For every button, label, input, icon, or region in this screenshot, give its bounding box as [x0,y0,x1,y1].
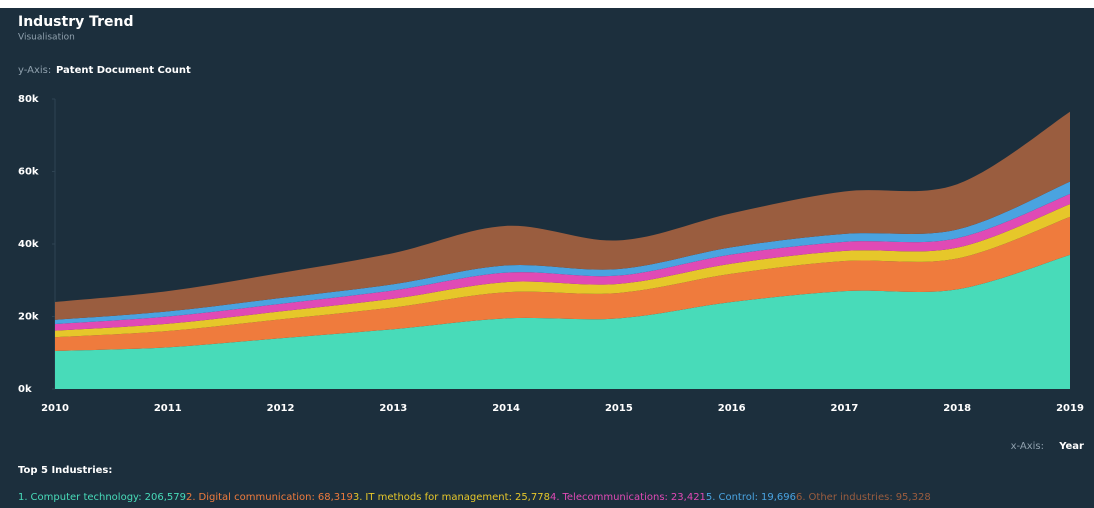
legend-rank: 6. [796,492,806,503]
legend-separator: : [509,492,512,503]
legend-total: 25,778 [515,492,550,503]
legend-name: Telecommunications [562,492,665,503]
x-tick-label: 2013 [379,403,407,414]
legend-name: Computer technology [31,492,140,503]
y-tick-label: 0k [18,384,32,395]
area [55,254,1070,389]
x-tick-label: 2017 [831,403,859,414]
x-tick-label: 2016 [718,403,746,414]
y-tick-label: 60k [18,167,39,178]
legend-name: Digital communication [199,492,312,503]
legend-total: 95,328 [896,492,931,503]
x-tick-label: 2014 [492,403,520,414]
legend-separator: : [755,492,758,503]
y-tick-label: 80k [18,94,39,105]
legend-rank: 3. [353,492,363,503]
chart-title: Industry Trend [18,14,134,30]
legend-separator: : [665,492,668,503]
x-tick-label: 2010 [41,403,69,414]
x-tick-label: 2018 [943,403,971,414]
legend-separator: : [889,492,892,503]
legend: 1. Computer technology: 206,5792. Digital c… [18,492,931,503]
x-tick-label: 2019 [1056,403,1084,414]
legend-separator: : [311,492,314,503]
x-tick-label: 2011 [154,403,182,414]
legend-name: Control [718,492,754,503]
x-tick-label: 2015 [605,403,633,414]
legend-total: 23,421 [671,492,706,503]
legend-rank: 2. [186,492,196,503]
x-axis-prefix: x-Axis: [1011,441,1044,452]
y-axis-label: Patent Document Count [56,65,191,76]
legend-name: Other industries [809,492,890,503]
legend-separator: : [138,492,141,503]
x-axis-label: Year [1058,441,1084,452]
x-tick-label: 2012 [267,403,295,414]
legend-title: Top 5 Industries: [18,465,112,476]
legend-rank: 5. [706,492,716,503]
y-tick-label: 20k [18,312,39,323]
legend-total: 68,319 [318,492,353,503]
legend-rank: 4. [550,492,560,503]
y-tick-label: 40k [18,239,39,250]
legend-rank: 1. [18,492,28,503]
legend-total: 19,696 [761,492,796,503]
legend-total: 206,579 [145,492,186,503]
legend-name: IT methods for management [365,492,508,503]
area [55,111,1070,320]
chart-subtitle: Visualisation [18,33,75,43]
y-axis-prefix: y-Axis: [18,65,51,76]
area [55,216,1070,351]
